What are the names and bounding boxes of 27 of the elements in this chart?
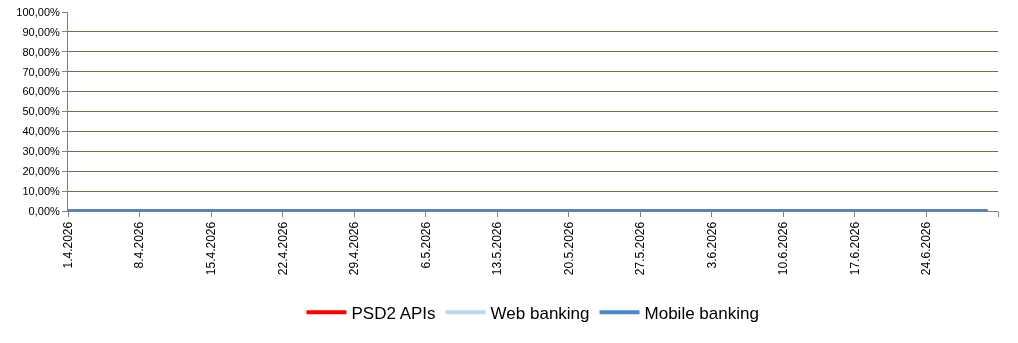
legend-label: Mobile banking <box>644 303 759 323</box>
x-tick-label: 20.5.2026 <box>561 221 576 276</box>
x-tick-label: 3.6.2026 <box>704 221 719 269</box>
x-tick-label: 8.4.2026 <box>132 221 147 269</box>
x-tick-label: 10.6.2026 <box>776 221 791 276</box>
y-tick-label: 80,00% <box>22 45 61 58</box>
y-tick-label: 60,00% <box>22 85 61 98</box>
x-tick-label: 13.5.2026 <box>490 221 505 276</box>
x-tick-label: 24.6.2026 <box>919 221 934 276</box>
legend-label: Web banking <box>490 303 590 323</box>
y-tick-label: 70,00% <box>22 65 61 78</box>
x-tick-label: 17.6.2026 <box>847 221 862 276</box>
y-tick-label: 90,00% <box>22 25 61 38</box>
x-tick-label: 29.4.2026 <box>347 221 362 276</box>
y-tick-label: 30,00% <box>22 145 61 158</box>
legend-label: PSD2 APIs <box>351 303 436 323</box>
x-tick-label: 22.4.2026 <box>275 221 290 276</box>
x-tick-label: 27.5.2026 <box>633 221 648 276</box>
x-tick-label: 6.5.2026 <box>418 221 433 269</box>
x-tick-label: 15.4.2026 <box>203 221 218 276</box>
y-tick-label: 100,00% <box>16 5 61 18</box>
y-tick-label: 10,00% <box>22 184 61 197</box>
y-tick-label: 50,00% <box>22 105 61 118</box>
x-tick-label: 1.4.2026 <box>60 221 75 269</box>
y-tick-label: 0,00% <box>28 204 61 217</box>
y-tick-label: 20,00% <box>22 165 61 178</box>
y-tick-label: 40,00% <box>22 125 61 138</box>
